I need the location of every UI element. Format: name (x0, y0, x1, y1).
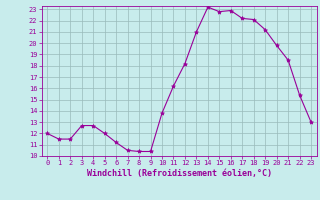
X-axis label: Windchill (Refroidissement éolien,°C): Windchill (Refroidissement éolien,°C) (87, 169, 272, 178)
